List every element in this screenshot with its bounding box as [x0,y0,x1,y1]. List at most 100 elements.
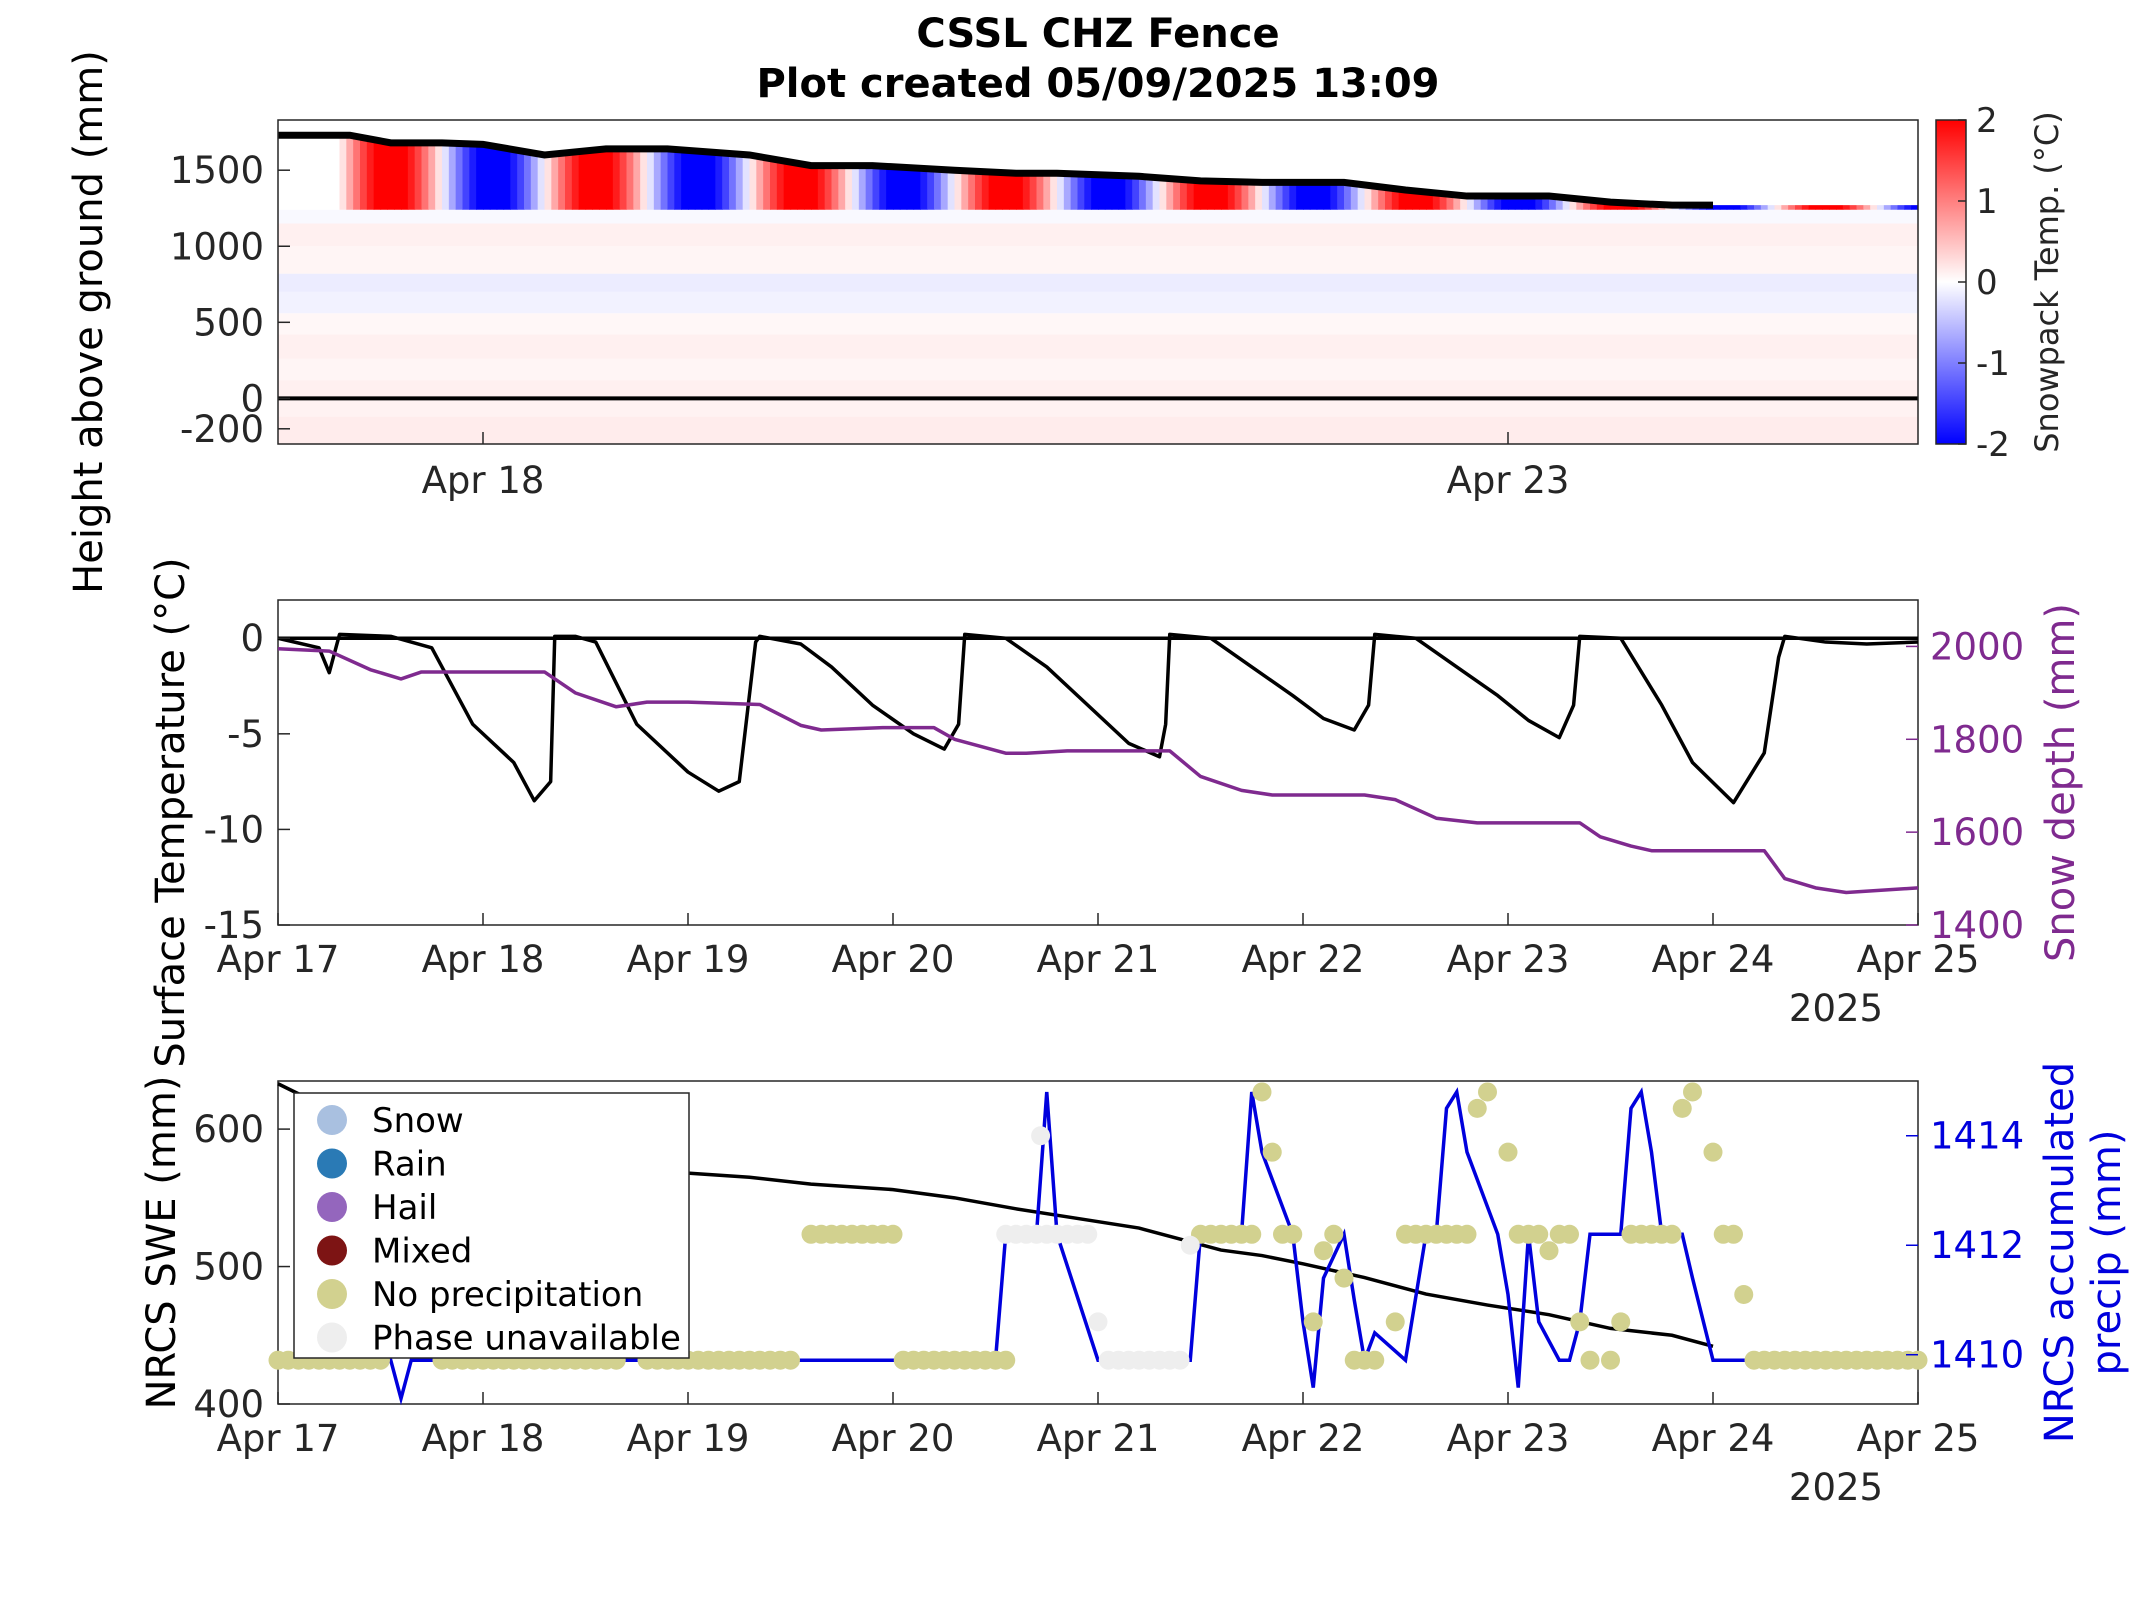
heatmap-cell [325,120,334,210]
figure-title-line-1: CSSL CHZ Fence [916,11,1279,57]
heatmap-cell [674,120,682,210]
x-tick-label: Apr 24 [1652,1417,1775,1460]
x-tick-label: Apr 22 [1242,938,1365,981]
heatmap-cell [332,120,341,210]
heatmap-cell [476,120,484,210]
heatmap-cell [517,120,525,210]
no-precip-point [1703,1142,1723,1162]
heatmap-cell [448,120,457,210]
no-precip-point [1303,1312,1323,1332]
legend-label: Snow [372,1101,464,1141]
no-precip-point [1467,1098,1487,1118]
no-precip-point [1262,1142,1282,1162]
heatmap-cell [667,120,675,210]
heatmap-cell [735,120,744,210]
no-precip-point [781,1350,800,1370]
heatmap-cell [571,120,580,210]
legend-marker [317,1105,347,1135]
no-precip-point [1734,1285,1754,1305]
heatmap-cell [503,120,511,210]
surface-temperature-panel: -15 -10 -5 0 1400 1600 1800 2000 Apr 17 Apr 18 Apr… [148,557,2084,1067]
x-tick-label: Apr 17 [217,1417,340,1460]
phase-unavailable-point [1088,1312,1108,1332]
heatmap-cell [770,120,778,210]
heatmap-cell [619,120,628,210]
colorbar-tick-label: -2 [1976,425,2010,465]
x-tick-label: Apr 21 [1037,938,1160,981]
heatmap-band [278,398,1918,417]
legend-box [293,1092,690,1359]
heatmap-cell [462,120,470,210]
swe-precip-panel: 400 500 600 1410 1412 1414 Apr 17 Apr 18 Apr 19 A… [139,1062,2130,1509]
no-precip-point [1908,1350,1928,1370]
legend-label: Hail [372,1188,437,1228]
heatmap-cell [496,120,505,210]
y-right-tick-label: 1410 [1930,1334,2024,1377]
heatmap-cell [585,120,593,210]
heatmap-cell [749,120,757,210]
heatmap-cell [606,120,614,210]
y-tick-label: -10 [204,808,264,851]
y-tick-label: -15 [204,904,264,947]
heatmap-cell [421,120,429,210]
snow-surface-line [278,131,1713,209]
y-tick-label: 0 [240,377,264,420]
y-axis-label: Surface Temperature (°C) [148,557,194,1067]
plot-frame [277,599,1919,926]
heatmap-cell [653,120,662,210]
x-tick-label: Apr 17 [217,938,340,981]
heatmap-cell [407,120,416,210]
heatmap-cell [551,120,559,210]
heatmap-cell [442,120,450,210]
heatmap-cell [681,120,689,210]
heatmap-cell [305,120,313,210]
y-tick-label: -200 [180,408,264,451]
figure-title-line-2: Plot created 05/09/2025 13:09 [756,61,1439,107]
y-right-tick-label: 1412 [1930,1224,2024,1267]
legend-label: No precipitation [372,1275,643,1315]
no-precip-point [1560,1224,1579,1244]
x-tick-label: Apr 19 [627,1417,750,1460]
heatmap-cell [660,120,669,210]
y-right-tick-label: 1600 [1930,811,2024,854]
no-precip-point [1334,1268,1354,1288]
heatmap-cell [776,120,785,210]
heatmap-band [278,380,1918,399]
heatmap-cell [742,120,751,210]
no-precip-point [1314,1241,1333,1261]
heatmap-band [278,209,1918,224]
y-right-axis-label: Snow depth (mm) [2038,603,2084,962]
no-precip-point [1478,1082,1497,1102]
phase-unavailable-point [1031,1126,1051,1146]
x-tick-label: Apr 18 [422,1417,545,1460]
heatmap-cell [537,120,546,210]
x-tick-label: Apr 22 [1242,1417,1365,1460]
no-precip-point [1385,1312,1405,1332]
heatmap-band [278,416,1918,444]
x-tick-label: Apr 18 [422,459,545,502]
no-precip-point [1580,1350,1600,1370]
heatmap-band [278,358,1918,381]
heatmap-cell [435,120,443,210]
colorbar-tick-label: -1 [1976,344,2010,384]
snow-depth-line [277,647,1919,895]
x-tick-label: Apr 19 [627,938,750,981]
heatmap-cell [278,120,286,210]
heatmap-cell [353,120,361,210]
y-tick-label: 500 [193,301,264,344]
legend-marker [317,1235,347,1266]
heatmap-cell [688,120,696,210]
phase-unavailable-point [1180,1235,1200,1255]
heatmap-cell [339,120,347,210]
heatmap-cell [366,120,375,210]
heatmap-cell [360,120,368,210]
heatmap-cell [694,120,703,210]
heatmap-cell [599,120,607,210]
x-tick-label: Apr 23 [1447,459,1570,502]
year-label: 2025 [1789,987,1883,1030]
heatmap-cell [763,120,771,210]
no-precip-point [1529,1224,1549,1244]
heatmap-cell [722,120,730,210]
